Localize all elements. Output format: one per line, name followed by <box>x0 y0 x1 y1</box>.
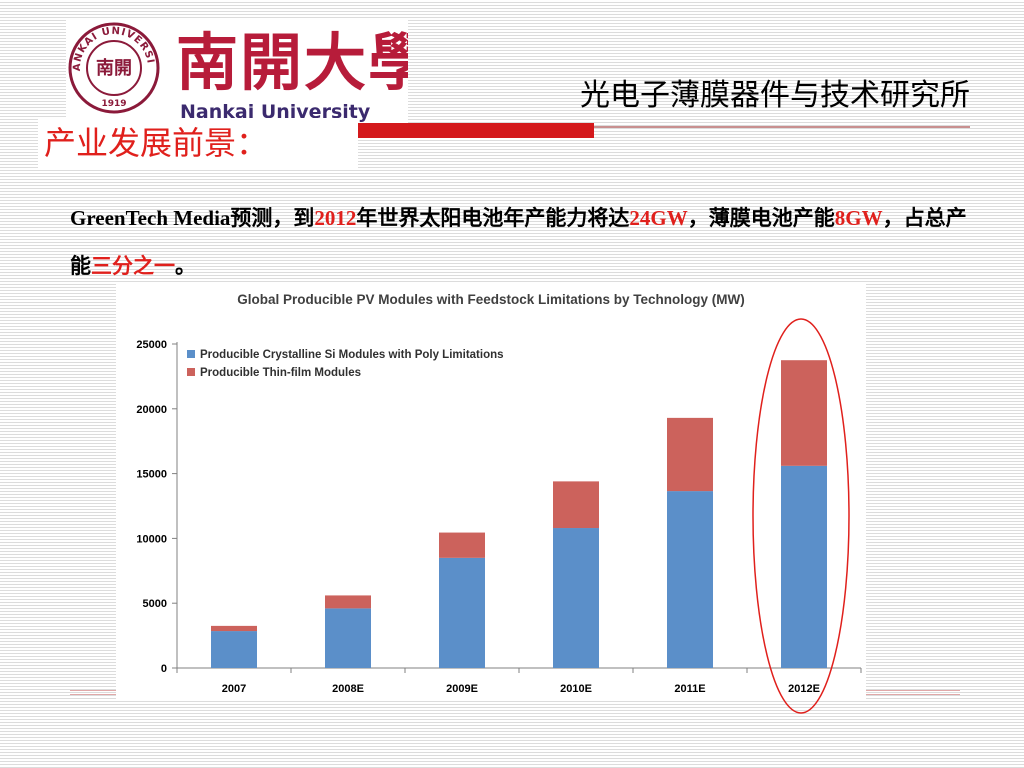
x-tick-label: 2010E <box>560 683 592 695</box>
legend-label-thin-film: Producible Thin-film Modules <box>200 367 361 379</box>
legend-swatch-thin-film <box>187 368 195 376</box>
bar-crystalline <box>325 608 371 668</box>
university-logo: NANKAI UNIVERSITY 南開 1919 南開大學 Nankai Un… <box>66 20 408 126</box>
text-3: ，薄膜电池产能 <box>687 206 835 230</box>
bar-thin-film <box>211 625 257 632</box>
bar-thin-film <box>325 595 371 609</box>
text-5: 。 <box>175 254 196 278</box>
x-tick-label: 2012E <box>788 683 820 695</box>
bar-crystalline <box>667 491 713 668</box>
y-tick-label: 25000 <box>136 339 167 351</box>
seal-center-text: 南開 <box>96 57 132 79</box>
pv-chart-svg: Global Producible PV Modules with Feedst… <box>136 292 862 695</box>
university-seal-icon: NANKAI UNIVERSITY 南開 1919 <box>68 22 160 114</box>
highlight-fraction: 三分之一 <box>91 254 175 278</box>
highlight-ellipse-svg <box>752 318 850 714</box>
highlight-total: 24GW <box>629 206 688 230</box>
header-red-bar <box>330 123 594 138</box>
y-tick-label: 0 <box>161 663 167 675</box>
x-tick-label: 2008E <box>332 683 364 695</box>
y-tick-label: 5000 <box>143 598 167 610</box>
highlight-ellipse <box>752 318 850 714</box>
text-4: ，占总产能 <box>70 206 967 278</box>
y-tick-label: 15000 <box>136 469 167 481</box>
x-tick-label: 2011E <box>674 683 705 695</box>
logo-chinese-name: 南開大學 <box>176 26 408 99</box>
logo-english-name: Nankai University <box>180 101 371 123</box>
chart-title: Global Producible PV Modules with Feedst… <box>237 292 745 307</box>
legend-label-crystalline: Producible Crystalline Si Modules with P… <box>200 349 504 361</box>
y-tick-label: 10000 <box>136 533 167 545</box>
x-tick-label: 2009E <box>446 683 478 695</box>
text-1: GreenTech Media预测，到 <box>70 206 315 230</box>
highlight-thinfilm: 8GW <box>834 206 883 230</box>
bar-crystalline <box>781 465 827 668</box>
institute-title: 光电子薄膜器件与技术研究所 <box>580 78 970 113</box>
bar-crystalline <box>211 631 257 668</box>
bar-crystalline <box>439 557 485 668</box>
pv-chart: Global Producible PV Modules with Feedst… <box>116 284 866 700</box>
header-divider <box>330 126 970 128</box>
forecast-paragraph: GreenTech Media预测，到2012年世界太阳电池年产能力将达24GW… <box>70 194 970 290</box>
legend-swatch-crystalline <box>187 350 195 358</box>
y-tick-label: 20000 <box>136 404 167 416</box>
bar-thin-film <box>439 532 485 558</box>
highlight-year: 2012 <box>314 206 357 230</box>
text-2: 年世界太阳电池年产能力将达 <box>356 206 630 230</box>
bar-thin-film <box>553 481 599 529</box>
seal-year: 1919 <box>101 99 126 109</box>
bar-thin-film <box>667 417 713 492</box>
x-tick-label: 2007 <box>222 683 246 695</box>
bar-thin-film <box>781 360 827 466</box>
section-title-box <box>38 118 358 168</box>
section-title: 产业发展前景： <box>44 124 269 162</box>
bar-crystalline <box>553 528 599 668</box>
